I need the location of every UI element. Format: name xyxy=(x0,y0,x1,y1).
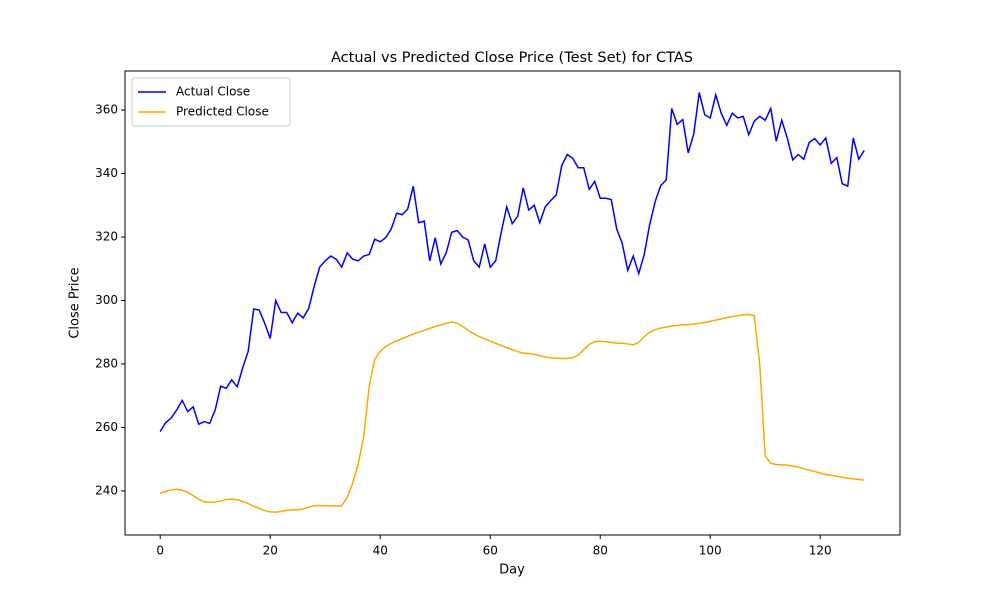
x-tick-label: 80 xyxy=(593,544,608,558)
y-axis-label: Close Price xyxy=(68,267,83,338)
x-tick-label: 60 xyxy=(483,544,498,558)
legend: Actual Close Predicted Close xyxy=(131,77,291,127)
y-tick-label: 260 xyxy=(95,420,118,434)
y-tick-label: 240 xyxy=(95,483,118,497)
x-tick-label: 0 xyxy=(156,544,164,558)
y-tick-label: 360 xyxy=(95,103,118,117)
x-axis-label: Day xyxy=(499,563,525,578)
legend-box xyxy=(131,77,291,127)
chart-title: Actual vs Predicted Close Price (Test Se… xyxy=(331,50,693,66)
x-tick-label: 20 xyxy=(263,544,278,558)
data-line xyxy=(159,313,865,513)
data-line xyxy=(159,91,865,432)
x-tick-label: 40 xyxy=(373,544,388,558)
y-tick-label: 340 xyxy=(95,166,118,180)
y-tick-label: 300 xyxy=(95,293,118,307)
x-tick-label: 100 xyxy=(699,544,722,558)
plot-frame xyxy=(124,70,901,536)
legend-label: Predicted Close xyxy=(176,105,269,119)
y-tick-label: 320 xyxy=(95,229,118,243)
legend-label: Actual Close xyxy=(176,85,250,99)
x-tick-label: 120 xyxy=(809,544,832,558)
y-tick-label: 280 xyxy=(95,356,118,370)
